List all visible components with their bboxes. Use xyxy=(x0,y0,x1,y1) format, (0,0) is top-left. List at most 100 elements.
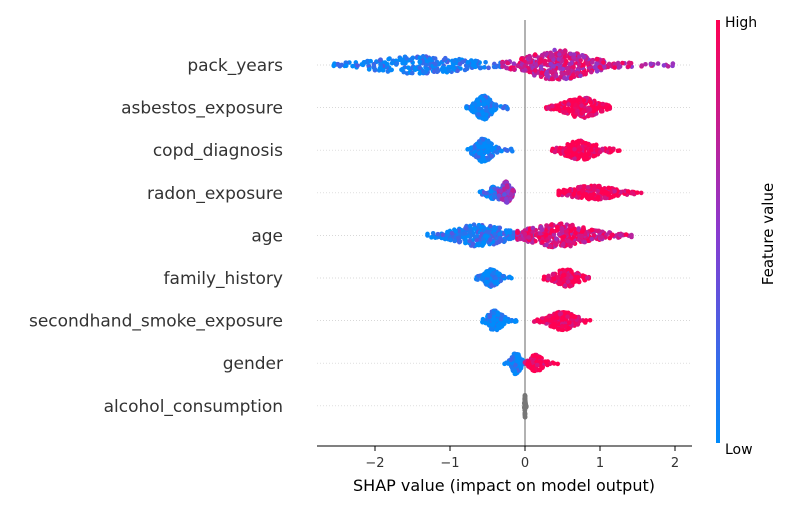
data-point xyxy=(605,149,611,154)
data-point xyxy=(470,241,476,247)
data-point xyxy=(477,189,483,195)
data-point xyxy=(471,61,477,67)
data-point xyxy=(406,65,411,71)
data-point xyxy=(494,327,500,332)
data-point xyxy=(522,411,528,417)
data-point xyxy=(544,242,549,248)
data-point xyxy=(388,67,393,73)
data-point xyxy=(576,62,582,68)
data-point xyxy=(585,61,590,66)
data-point xyxy=(602,195,608,201)
data-point xyxy=(532,68,538,73)
data-points xyxy=(331,47,676,420)
data-point xyxy=(371,64,377,69)
data-point xyxy=(538,359,544,365)
feature-label: pack_years xyxy=(187,56,283,76)
data-point xyxy=(394,61,400,66)
data-point xyxy=(506,319,511,325)
data-point xyxy=(571,55,576,60)
colorbar-title: Feature value xyxy=(759,183,777,285)
data-point xyxy=(493,276,499,281)
data-point xyxy=(482,101,487,107)
data-point xyxy=(638,190,644,196)
data-point xyxy=(591,187,597,192)
data-point xyxy=(505,106,510,111)
data-point xyxy=(625,189,631,194)
data-point xyxy=(355,63,360,68)
data-point xyxy=(548,69,554,75)
data-point xyxy=(491,310,496,316)
data-point xyxy=(599,235,604,240)
data-point xyxy=(612,62,618,67)
data-point xyxy=(527,69,532,75)
data-point xyxy=(581,54,587,60)
data-point xyxy=(519,56,524,62)
data-point xyxy=(568,75,574,81)
data-point xyxy=(512,371,518,377)
data-point xyxy=(539,227,545,233)
data-point xyxy=(562,188,568,193)
data-point xyxy=(464,105,469,110)
data-point xyxy=(400,66,405,72)
data-point xyxy=(576,138,581,144)
data-point xyxy=(457,239,463,244)
data-point xyxy=(555,103,561,108)
data-point xyxy=(572,226,577,232)
data-point xyxy=(478,95,483,100)
data-point xyxy=(435,231,441,237)
data-point xyxy=(350,63,355,69)
data-point xyxy=(588,69,594,75)
data-point xyxy=(440,232,446,238)
data-point xyxy=(551,361,557,366)
data-point xyxy=(412,65,418,71)
data-point xyxy=(476,106,482,112)
data-point xyxy=(510,188,516,193)
data-point xyxy=(576,227,581,233)
data-point xyxy=(579,151,584,157)
data-point xyxy=(486,157,491,162)
data-point xyxy=(517,236,523,242)
data-point xyxy=(578,73,583,79)
feature-labels: pack_years asbestos_exposure copd_diagnosi… xyxy=(29,56,283,417)
data-point xyxy=(368,58,373,64)
data-point xyxy=(541,277,547,282)
feature-label: secondhand_smoke_exposure xyxy=(29,312,283,332)
data-point xyxy=(493,104,499,109)
data-point xyxy=(581,109,586,114)
data-point xyxy=(522,231,528,237)
data-point xyxy=(572,146,577,152)
data-point xyxy=(389,60,395,66)
data-point xyxy=(554,224,560,230)
data-point xyxy=(508,357,514,363)
data-point xyxy=(595,197,601,202)
data-point xyxy=(451,66,456,72)
x-tick-label: −2 xyxy=(365,456,384,471)
data-point xyxy=(480,241,486,247)
data-point xyxy=(561,110,566,115)
data-point xyxy=(417,71,423,76)
data-point xyxy=(434,69,440,75)
data-point xyxy=(451,58,457,64)
data-point xyxy=(468,146,473,151)
data-point xyxy=(579,103,584,108)
data-point xyxy=(544,317,550,323)
data-point xyxy=(602,64,607,70)
data-point xyxy=(497,225,503,231)
data-point xyxy=(570,152,576,158)
data-point xyxy=(586,151,592,157)
data-point xyxy=(552,149,558,155)
data-point xyxy=(565,65,570,71)
data-point xyxy=(576,279,582,285)
data-point xyxy=(457,61,463,67)
data-point xyxy=(443,55,448,61)
data-point xyxy=(568,283,574,289)
data-point xyxy=(489,283,495,289)
data-point xyxy=(482,65,487,70)
data-point xyxy=(569,269,574,274)
data-point xyxy=(585,185,591,190)
data-point xyxy=(567,242,572,248)
data-point xyxy=(409,70,415,76)
data-point xyxy=(484,144,489,149)
data-point xyxy=(600,146,605,152)
data-point xyxy=(540,239,545,245)
